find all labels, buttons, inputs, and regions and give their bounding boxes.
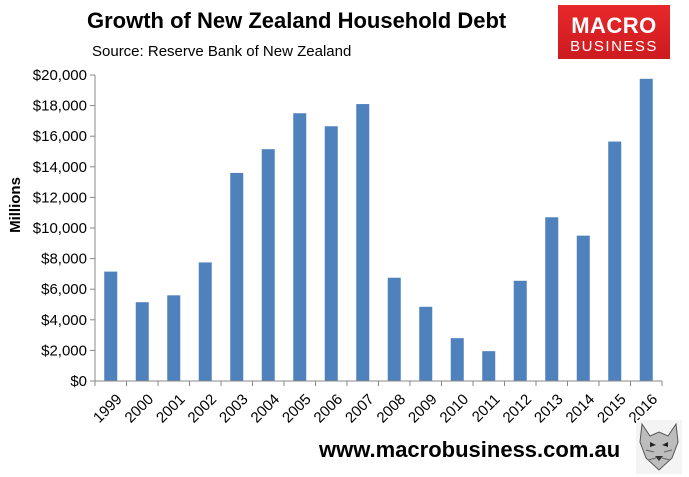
x-axis: 1999200020012002200320042005200620072008… <box>90 380 663 427</box>
bar-2012 <box>513 280 527 381</box>
y-tick-label: $10,000 <box>33 220 87 237</box>
y-tick-label: $16,000 <box>33 128 87 145</box>
bar-2011 <box>482 351 496 381</box>
x-tick-label: 2006 <box>311 391 347 427</box>
website-url: www.macrobusiness.com.au <box>319 437 621 462</box>
x-tick-label: 2012 <box>500 391 536 427</box>
wolf-icon <box>636 420 682 474</box>
x-tick-label: 2014 <box>563 391 599 427</box>
y-tick-label: $8,000 <box>41 251 87 268</box>
bar-2014 <box>576 235 590 381</box>
macrobusiness-logo: MACRO BUSINESS <box>558 5 670 59</box>
logo-line-1: MACRO <box>571 13 657 38</box>
y-tick-label: $2,000 <box>41 342 87 359</box>
x-tick-label: 2010 <box>437 391 473 427</box>
bar-2016 <box>639 78 653 381</box>
bar-2003 <box>230 172 244 381</box>
y-axis: $0 $2,000 $4,000 $6,000 $8,000 $10,000 $12,000… <box>33 67 96 390</box>
y-tick-label: $14,000 <box>33 159 87 176</box>
x-tick-label: 2002 <box>185 391 221 427</box>
y-axis-label: Millions <box>7 177 24 233</box>
bars <box>104 78 653 381</box>
y-tick-label: $4,000 <box>41 312 87 329</box>
bar-2010 <box>450 338 464 381</box>
bar-2006 <box>324 126 338 381</box>
y-tick-label: $6,000 <box>41 281 87 298</box>
bar-2004 <box>261 149 275 381</box>
bar-2007 <box>356 104 370 381</box>
chart-title: Growth of New Zealand Household Debt <box>87 8 507 33</box>
y-tick-label: $18,000 <box>33 98 87 115</box>
bar-1999 <box>104 271 118 381</box>
bar-2002 <box>198 262 212 381</box>
x-tick-label: 2000 <box>122 391 158 427</box>
bar-2008 <box>387 277 401 381</box>
logo-line-2: BUSINESS <box>570 38 658 55</box>
x-tick-label: 2011 <box>469 391 504 426</box>
x-tick-label: 2004 <box>248 391 284 427</box>
y-tick-label: $20,000 <box>33 67 87 84</box>
x-tick-label: 2015 <box>594 391 630 427</box>
x-tick-label: 2008 <box>374 391 410 427</box>
x-tick-label: 2005 <box>279 391 315 427</box>
x-tick-label: 2007 <box>342 391 378 427</box>
bar-2009 <box>419 306 433 381</box>
bar-2000 <box>135 302 149 381</box>
x-tick-label: 2013 <box>531 391 567 427</box>
chart-source: Source: Reserve Bank of New Zealand <box>92 43 352 60</box>
x-tick-label: 2001 <box>153 391 189 427</box>
bar-2013 <box>545 217 559 381</box>
x-tick-label: 1999 <box>90 391 126 427</box>
x-tick-label: 2003 <box>216 391 252 427</box>
bar-2015 <box>608 141 622 381</box>
y-tick-label: $12,000 <box>33 189 87 206</box>
bar-2001 <box>167 295 181 381</box>
bar-2005 <box>293 113 307 381</box>
y-tick-label: $0 <box>70 373 87 390</box>
x-tick-label: 2009 <box>405 391 441 427</box>
